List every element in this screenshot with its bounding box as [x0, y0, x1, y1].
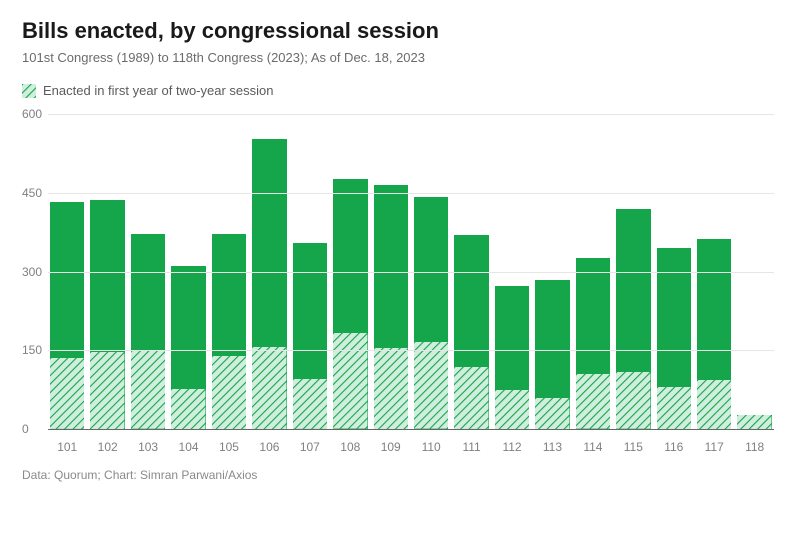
bar-total — [697, 239, 731, 429]
y-axis-label: 150 — [22, 343, 46, 357]
bar-first-year — [171, 389, 205, 429]
bar-first-year — [414, 342, 448, 429]
bar-first-year — [737, 415, 771, 429]
bar-total — [333, 179, 367, 429]
bar-first-year — [374, 348, 408, 429]
x-axis-label: 114 — [576, 434, 610, 454]
x-axis-label: 115 — [616, 434, 650, 454]
y-axis-label: 0 — [22, 422, 46, 436]
bar-first-year — [535, 398, 569, 429]
bar-first-year — [333, 333, 367, 429]
x-axis-label: 112 — [495, 434, 529, 454]
chart-title: Bills enacted, by congressional session — [22, 18, 778, 44]
bar-total — [252, 139, 286, 429]
x-axis-label: 118 — [737, 434, 771, 454]
gridline — [48, 193, 774, 194]
legend-label: Enacted in first year of two-year sessio… — [43, 83, 274, 98]
bar-first-year — [212, 356, 246, 429]
bar-total — [212, 234, 246, 429]
gridline — [48, 350, 774, 351]
bar-first-year — [454, 367, 488, 429]
bar-total — [90, 200, 124, 429]
x-axis-label: 108 — [333, 434, 367, 454]
x-axis-label: 104 — [171, 434, 205, 454]
gridline — [48, 272, 774, 273]
chart-footer: Data: Quorum; Chart: Simran Parwani/Axio… — [22, 468, 778, 482]
bar-first-year — [657, 387, 691, 429]
bar-first-year — [252, 347, 286, 429]
x-axis-label: 117 — [697, 434, 731, 454]
y-axis-label: 450 — [22, 186, 46, 200]
plot-area: 0150300450600 — [48, 114, 774, 430]
bar-first-year — [616, 372, 650, 429]
bar-total — [737, 415, 771, 429]
bar-total — [50, 202, 84, 429]
legend: Enacted in first year of two-year sessio… — [22, 83, 778, 98]
bar-total — [616, 209, 650, 430]
x-axis-label: 102 — [90, 434, 124, 454]
chart: 0150300450600 10110210310410510610710810… — [48, 114, 774, 454]
bar-first-year — [131, 351, 165, 429]
legend-swatch-hatched — [22, 84, 36, 98]
chart-subtitle: 101st Congress (1989) to 118th Congress … — [22, 50, 778, 65]
bar-total — [454, 235, 488, 429]
x-axis-labels: 101 102 103 104 105 106 107 108 109 110 111 112 113 1… — [48, 434, 774, 454]
bar-first-year — [50, 358, 84, 429]
x-axis-label: 110 — [414, 434, 448, 454]
gridline — [48, 114, 774, 115]
x-axis-label: 107 — [293, 434, 327, 454]
x-axis-label: 106 — [252, 434, 286, 454]
bar-first-year — [697, 380, 731, 429]
x-axis-label: 116 — [657, 434, 691, 454]
x-axis-label: 105 — [212, 434, 246, 454]
bar-first-year — [293, 379, 327, 429]
bar-total — [414, 197, 448, 429]
bar-total — [576, 258, 610, 429]
bar-total — [171, 266, 205, 429]
bar-total — [374, 185, 408, 429]
x-axis-label: 113 — [535, 434, 569, 454]
x-axis-label: 101 — [50, 434, 84, 454]
x-axis-label: 103 — [131, 434, 165, 454]
bar-total — [657, 248, 691, 429]
bar-total — [131, 234, 165, 429]
y-axis-label: 600 — [22, 107, 46, 121]
bar-total — [495, 286, 529, 429]
bar-first-year — [90, 352, 124, 429]
y-axis-label: 300 — [22, 265, 46, 279]
bar-total — [535, 280, 569, 429]
bar-first-year — [495, 390, 529, 429]
x-axis-label: 111 — [454, 434, 488, 454]
x-axis-label: 109 — [374, 434, 408, 454]
bar-first-year — [576, 374, 610, 429]
